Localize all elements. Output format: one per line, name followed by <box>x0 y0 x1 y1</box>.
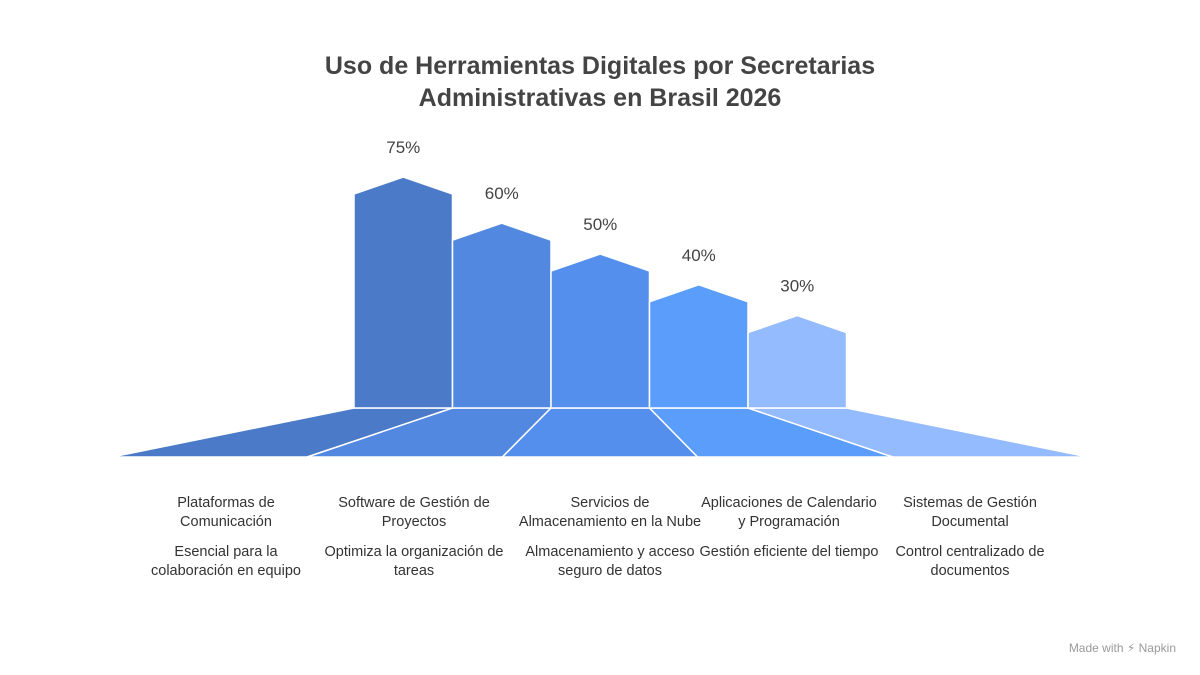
value-label-1: 75% <box>386 138 420 157</box>
value-label-layer: 75% 60% 50% 40% 30% <box>386 138 814 296</box>
chart-title: Uso de Herramientas Digitales por Secret… <box>0 50 1200 114</box>
category-name: Servicios de Almacenamiento en la Nube <box>518 495 702 530</box>
category-column-2: Software de Gestión de Proyectos Optimiz… <box>322 494 506 581</box>
category-column-3: Servicios de Almacenamiento en la Nube A… <box>518 494 702 581</box>
category-name: Plataformas de Comunicación <box>177 495 275 530</box>
category-column-1: Plataformas de Comunicación Esencial par… <box>134 494 318 581</box>
bar-layer <box>353 176 848 409</box>
category-description: Gestión eficiente del tiempo <box>699 544 879 560</box>
chart-title-line-2: Administrativas en Brasil 2026 <box>418 84 782 112</box>
brand-name: Napkin <box>1138 641 1176 655</box>
chart-title-line-1: Uso de Herramientas Digitales por Secret… <box>324 52 876 80</box>
value-label-3: 50% <box>583 215 617 234</box>
floor-layer <box>111 407 1089 458</box>
bar-4 <box>648 284 749 409</box>
value-label-2: 60% <box>485 184 519 203</box>
bar-5 <box>747 314 848 409</box>
category-column-5: Sistemas de Gestión Documental Control c… <box>878 494 1062 581</box>
bar-1 <box>353 176 454 409</box>
category-description: Control centralizado de documentos <box>895 544 1045 579</box>
napkin-logo-icon: ⚡ <box>1126 641 1136 655</box>
made-with-credit: Made with ⚡ Napkin <box>1069 641 1176 655</box>
category-name: Sistemas de Gestión Documental <box>903 495 1037 530</box>
category-description: Esencial para la colaboración en equipo <box>151 544 301 579</box>
bar-3 <box>550 253 651 409</box>
category-name: Aplicaciones de Calendario y Programació… <box>701 495 877 530</box>
category-column-4: Aplicaciones de Calendario y Programació… <box>697 494 881 562</box>
value-label-5: 30% <box>780 277 814 296</box>
bar-2 <box>451 222 552 409</box>
category-description: Almacenamiento y acceso seguro de datos <box>525 544 695 579</box>
category-descriptions: Plataformas de Comunicación Esencial par… <box>0 494 1200 644</box>
made-with-text: Made with <box>1068 641 1124 655</box>
category-name: Software de Gestión de Proyectos <box>338 495 490 530</box>
category-description: Optimiza la organización de tareas <box>324 544 504 579</box>
value-label-4: 40% <box>682 246 716 265</box>
bar-chart: 75% 60% 50% 40% 30% <box>111 138 1089 458</box>
